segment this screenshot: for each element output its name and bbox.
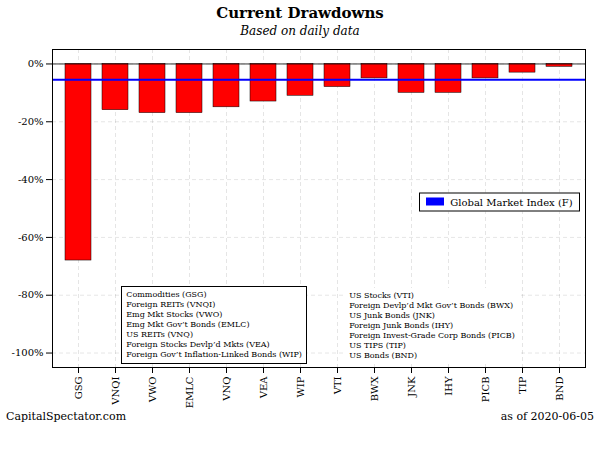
svg-text:VNQI: VNQI bbox=[110, 376, 121, 405]
svg-text:VNQ: VNQ bbox=[221, 377, 232, 402]
svg-text:WIP: WIP bbox=[295, 376, 306, 397]
svg-text:JNK: JNK bbox=[406, 376, 417, 398]
svg-text:-40%: -40% bbox=[18, 174, 44, 185]
html-text:US Stocks (VTI) Foreign Devlp’: US Stocks (VTI) Foreign Devlp’d Mkt Gov’… bbox=[349, 291, 515, 360]
svg-text:PICB: PICB bbox=[480, 377, 491, 403]
svg-text:BND: BND bbox=[554, 377, 565, 401]
html-text:Current Drawdowns: Current Drawdowns bbox=[216, 4, 384, 22]
svg-text:-20%: -20% bbox=[18, 116, 44, 127]
svg-text:VEA: VEA bbox=[258, 376, 269, 400]
svg-text:VTI: VTI bbox=[332, 376, 343, 395]
svg-text:-60%: -60% bbox=[18, 232, 44, 243]
svg-text:0%: 0% bbox=[28, 58, 44, 69]
svg-text:BWX: BWX bbox=[369, 376, 380, 402]
svg-text:IHY: IHY bbox=[443, 376, 454, 396]
html-text:as of 2020-06-05: as of 2020-06-05 bbox=[500, 410, 594, 423]
svg-text:EMLC: EMLC bbox=[184, 376, 195, 408]
html-text:Based on daily data: Based on daily data bbox=[240, 24, 360, 38]
svg-text:GSG: GSG bbox=[73, 376, 84, 399]
svg-text:TIP: TIP bbox=[517, 376, 528, 394]
svg-text:VWO: VWO bbox=[147, 377, 158, 404]
html-text:Global Market Index (F): Global Market Index (F) bbox=[450, 196, 573, 208]
html-text:Commodities (GSG) Foreign REIT: Commodities (GSG) Foreign REITs (VNQI) E… bbox=[126, 290, 302, 359]
svg-text:-80%: -80% bbox=[18, 289, 44, 300]
svg-text:-100%: -100% bbox=[12, 347, 44, 358]
html-text:CapitalSpectator.com: CapitalSpectator.com bbox=[6, 410, 127, 423]
